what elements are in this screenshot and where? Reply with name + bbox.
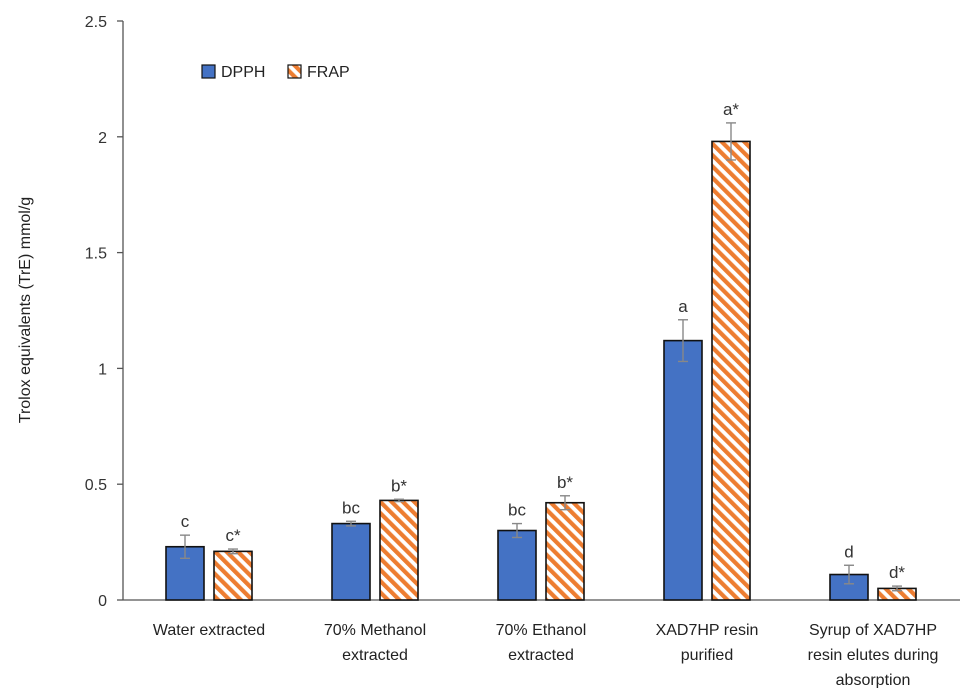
x-category-label-line: purified (681, 647, 733, 664)
bar-frap (545, 501, 585, 601)
x-category-label: 70% Ethanol extracted (496, 622, 587, 664)
legend-item-frap: FRAP (287, 64, 350, 81)
x-category-label-line: 70% Methanol (324, 622, 426, 639)
significance-label: d* (889, 563, 905, 582)
legend-swatch (287, 64, 302, 79)
error-bar (726, 122, 736, 161)
legend-swatch (201, 64, 216, 79)
y-tick-label: 1.5 (85, 246, 107, 263)
significance-label: bc (508, 501, 526, 520)
x-category-label-line: Water extracted (153, 622, 265, 639)
significance-label: d (844, 542, 853, 561)
significance-labels: c bc bc a d c* b* b* a* d* (181, 100, 906, 582)
significance-label: b* (557, 473, 573, 492)
bar-dpph (663, 339, 703, 601)
x-category-label-line: extracted (508, 647, 574, 664)
significance-label: c (181, 512, 190, 531)
legend-item-dpph: DPPH (201, 64, 265, 81)
significance-label: bc (342, 498, 360, 517)
legend-label: DPPH (221, 64, 265, 81)
error-bar (678, 319, 688, 363)
y-axis-title: Trolox equivalents (TrE) mmol/g (17, 197, 34, 423)
legend-label: FRAP (307, 64, 350, 81)
bar-dpph (497, 529, 537, 601)
error-bar (844, 564, 854, 585)
error-bar (560, 495, 570, 511)
y-tick-label: 1 (98, 361, 107, 378)
y-tick-label: 0.5 (85, 477, 107, 494)
y-axis: 0 0.5 1 1.5 2 2.5 (85, 14, 124, 610)
x-category-label: Water extracted (153, 622, 265, 639)
bars (165, 140, 917, 601)
x-category-label-line: absorption (836, 672, 911, 688)
x-category-label-line: Syrup of XAD7HP (809, 622, 937, 639)
x-category-label-line: XAD7HP resin (656, 622, 759, 639)
x-category-label: 70% Methanol extracted (324, 622, 426, 664)
significance-label: b* (391, 476, 407, 495)
error-bar (892, 585, 902, 592)
x-category-label: Syrup of XAD7HP resin elutes during absorp… (808, 622, 939, 688)
bar-frap (213, 550, 253, 601)
bar-frap (711, 140, 751, 601)
y-tick-label: 2 (98, 130, 107, 147)
error-bar (346, 520, 356, 527)
error-bars (180, 122, 902, 592)
error-bar (512, 522, 522, 539)
y-tick-label: 0 (98, 593, 107, 610)
x-category-label: XAD7HP resin purified (656, 622, 759, 664)
error-bar (228, 548, 238, 555)
x-category-label-line: 70% Ethanol (496, 622, 587, 639)
y-tick-label: 2.5 (85, 14, 107, 31)
bar-dpph (331, 522, 371, 601)
error-bar (180, 534, 190, 560)
error-bar (394, 498, 404, 503)
x-category-label-line: extracted (342, 647, 408, 664)
significance-label: a* (723, 100, 739, 119)
significance-label: a (678, 297, 688, 316)
bar-frap (379, 499, 419, 601)
significance-label: c* (225, 526, 241, 545)
x-axis: Water extracted 70% Methanol extracted70% … (123, 599, 960, 688)
x-category-label-line: resin elutes during (808, 647, 939, 664)
legend: DPPH FRAP (201, 64, 350, 81)
